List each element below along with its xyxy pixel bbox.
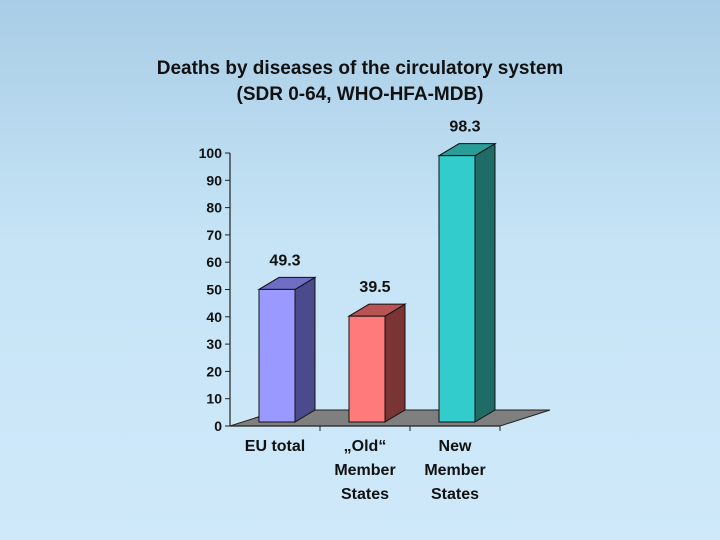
chart-title: Deaths by diseases of the circulatory sy… [156, 58, 564, 79]
data-label: 49.3 [269, 252, 300, 269]
data-label: 98.3 [449, 119, 480, 136]
chart-subtitle: (SDR 0-64, WHO-HFA-MDB) [236, 84, 484, 105]
y-tick-label: 90 [206, 172, 222, 188]
bar [438, 155, 476, 423]
y-tick-label: 60 [206, 254, 222, 270]
bar [348, 315, 386, 423]
data-label: 39.5 [359, 279, 390, 296]
y-tick-label: 30 [206, 336, 222, 352]
bar-side [474, 142, 496, 423]
y-tick-label: 50 [206, 282, 222, 298]
x-tick-label: New Member States [424, 438, 485, 503]
y-tick-label: 20 [206, 363, 222, 379]
x-tick-label: EU total [245, 438, 305, 455]
y-tick-label: 0 [214, 418, 222, 434]
x-tick-label: „Old“ Member States [334, 438, 395, 503]
y-tick-label: 100 [199, 145, 223, 161]
bar [258, 288, 296, 423]
y-tick-label: 10 [206, 391, 222, 407]
bar-side [384, 303, 406, 423]
y-tick-label: 70 [206, 227, 222, 243]
bar-side [294, 276, 316, 423]
y-tick-label: 80 [206, 200, 222, 216]
y-tick-label: 40 [206, 309, 222, 325]
